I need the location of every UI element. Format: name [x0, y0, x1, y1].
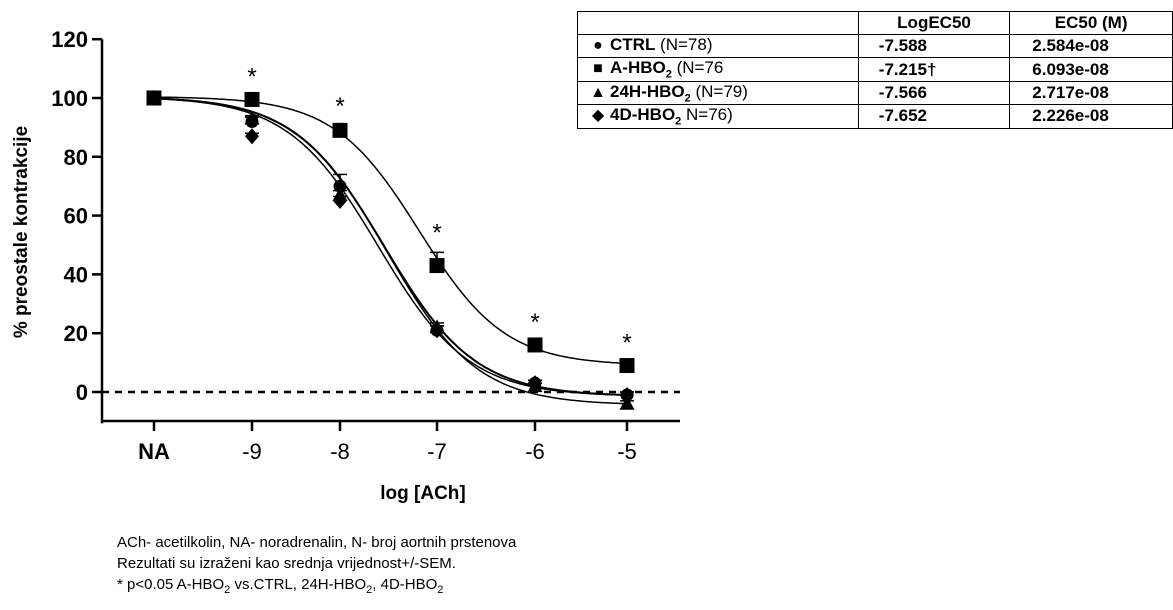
- significance-star: *: [335, 93, 344, 120]
- data-point-4d-hbo2: [333, 192, 347, 209]
- data-point-4d-hbo2: [528, 375, 542, 392]
- ec50-cell: 2.717e-08: [1009, 80, 1173, 106]
- data-point-a-hbo2: [244, 91, 260, 107]
- fitted-curves: [153, 96, 631, 405]
- y-axis: 0 20 40 60 80 100 120: [51, 27, 104, 424]
- data-point-a-hbo2: [332, 122, 348, 138]
- x-tick-label: -8: [330, 439, 350, 464]
- y-tick-label: 0: [76, 380, 88, 405]
- significance-stars: * * * * *: [247, 64, 631, 357]
- series-label-cell: ■ A-HBO2 (N=76: [577, 57, 859, 82]
- data-point-4d-hbo2: [620, 386, 634, 403]
- x-tick-label: -7: [427, 439, 447, 464]
- x-tick-label: -5: [617, 439, 637, 464]
- series-name: 4D-HBO: [610, 105, 676, 125]
- series-label-cell: ▲ 24H-HBO2 (N=79): [577, 80, 859, 106]
- error-bars: [245, 95, 634, 404]
- series-name-sub: 2: [665, 68, 672, 81]
- fitted-curve-a-hbo2: [154, 96, 631, 365]
- data-point-4d-hbo2: [245, 128, 259, 145]
- fitted-curve-ctrl: [154, 97, 631, 397]
- fitted-curve-24h-hbo2: [153, 97, 630, 405]
- series-n: (N=79): [690, 81, 748, 101]
- series-name-sub: 2: [675, 115, 682, 128]
- x-tick-label: -6: [525, 439, 545, 464]
- series-name: CTRL: [610, 35, 656, 54]
- series-marker-icon: ■: [593, 60, 603, 78]
- fitted-curve-4d-hbo2: [153, 97, 631, 397]
- logec50-cell: -7.215†: [857, 57, 1011, 82]
- series-n: N=76): [681, 105, 733, 125]
- logec50-cell: -7.566: [857, 80, 1011, 106]
- data-markers: [146, 90, 635, 410]
- logec50-cell: -7.588: [857, 33, 1011, 59]
- y-axis-label: % preostale kontrakcije: [11, 126, 32, 338]
- series-marker-icon: ▲: [590, 83, 606, 101]
- table-row: ● CTRL (N=78) -7.588 2.584e-08: [577, 33, 1173, 59]
- data-point-a-hbo2: [527, 337, 543, 353]
- series-label-cell: ● CTRL (N=78): [577, 33, 859, 59]
- x-tick-label: NA: [138, 439, 170, 464]
- significance-star: *: [432, 219, 441, 246]
- data-point-a-hbo2: [429, 258, 445, 274]
- series-marker-icon: ●: [593, 37, 603, 54]
- data-point-24h-hbo2: [244, 110, 260, 125]
- series-name: 24H-HBO: [610, 81, 685, 101]
- data-point-ctrl: [333, 179, 347, 193]
- ec50-cell: 2.226e-08: [1009, 104, 1173, 129]
- y-tick-label: 120: [51, 27, 88, 52]
- data-point-a-hbo2: [619, 358, 635, 374]
- footnote-line-2: Rezultati su izraženi kao srednja vrijed…: [117, 555, 456, 572]
- series-name-sub: 2: [684, 92, 691, 105]
- series-n: (N=78): [655, 35, 713, 54]
- table-header-row: LogEC50 EC50 (M): [577, 11, 1173, 35]
- table-header-ec50: EC50 (M): [1009, 11, 1173, 35]
- ec50-legend-table: LogEC50 EC50 (M) ● CTRL (N=78) -7.588 2.584…: [577, 11, 1173, 129]
- y-tick-label: 80: [64, 145, 88, 170]
- significance-star: *: [622, 330, 631, 357]
- y-tick-label: 100: [51, 86, 88, 111]
- series-name: A-HBO: [610, 58, 666, 78]
- dose-response-chart: 0 20 40 60 80 100 120 NA -9 -8 -7 -6 -5 * * * * * % pre…: [11, 27, 680, 504]
- footnote-line-1: ACh- acetilkolin, NA- noradrenalin, N- b…: [117, 534, 517, 551]
- series-label-cell: ◆ 4D-HBO2 N=76): [577, 104, 859, 129]
- y-tick-label: 40: [64, 262, 88, 287]
- significance-star: *: [530, 309, 539, 336]
- table-row: ▲ 24H-HBO2 (N=79) -7.566 2.717e-08: [577, 80, 1173, 106]
- y-tick-label: 60: [64, 204, 88, 229]
- y-tick-label: 20: [64, 321, 88, 346]
- x-tick-label: -9: [242, 439, 262, 464]
- significance-star: *: [247, 64, 256, 91]
- figure-footnote: ACh- acetilkolin, NA- noradrenalin, N- b…: [117, 532, 516, 601]
- logec50-cell: -7.652: [857, 104, 1011, 129]
- ec50-cell: 2.584e-08: [1009, 33, 1173, 59]
- x-axis-label: log [ACh]: [380, 483, 465, 504]
- data-point-4d-hbo2: [147, 90, 161, 106]
- series-n: (N=76: [671, 58, 724, 78]
- series-marker-icon: ◆: [591, 107, 605, 125]
- table-header-empty: [577, 11, 859, 35]
- ec50-cell: 6.093e-08: [1009, 57, 1173, 82]
- footnote-line-3: * p<0.05 A-HBO2 vs.CTRL, 24H-HBO2, 4D-HB…: [117, 576, 444, 596]
- table-header-logec50: LogEC50: [857, 11, 1011, 35]
- data-point-4d-hbo2: [430, 322, 444, 339]
- table-row: ■ A-HBO2 (N=76 -7.215† 6.093e-08: [577, 57, 1173, 82]
- table-row: ◆ 4D-HBO2 N=76) -7.652 2.226e-08: [577, 104, 1173, 129]
- x-axis: NA -9 -8 -7 -6 -5: [102, 419, 680, 464]
